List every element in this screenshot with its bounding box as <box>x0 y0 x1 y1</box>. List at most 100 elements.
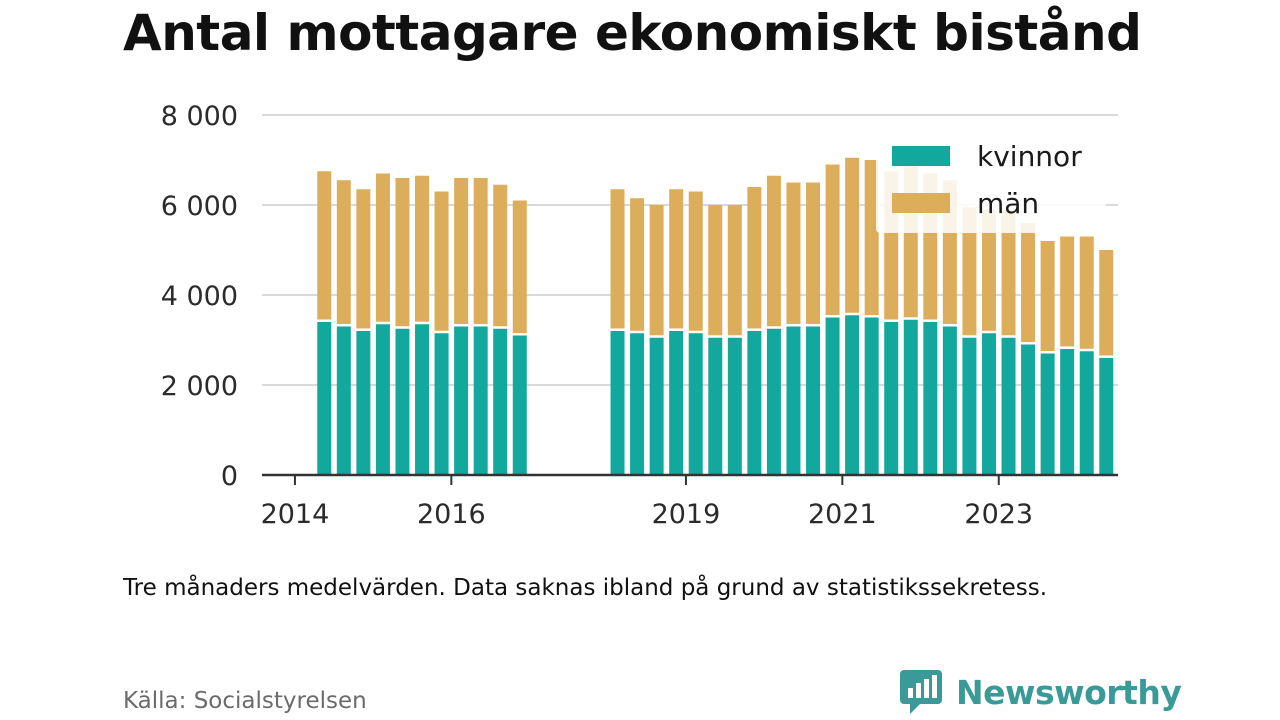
x-tick-label: 2016 <box>417 499 486 530</box>
bar-kvinnor <box>1001 337 1016 475</box>
bar-kvinnor <box>962 337 977 475</box>
bar-kvinnor <box>942 326 957 475</box>
bar-man <box>727 205 742 336</box>
axes: 0 2 000 4 000 6 000 8 000 2014 2016 2019 2021 202… <box>161 101 1118 530</box>
bar-group <box>1021 223 1036 475</box>
bar-man <box>336 180 351 324</box>
bar-kvinnor <box>766 328 781 475</box>
bar-group <box>747 187 762 475</box>
bar-group <box>473 178 488 475</box>
bar-man <box>512 200 527 333</box>
bar-group <box>1040 241 1055 475</box>
bar-man <box>454 178 469 324</box>
bar-man <box>610 189 625 329</box>
bar-kvinnor <box>884 322 899 475</box>
bar-kvinnor <box>981 333 996 475</box>
bar-group <box>786 182 801 475</box>
bar-kvinnor <box>473 326 488 475</box>
bar-man <box>845 157 860 313</box>
bar-group <box>825 164 840 475</box>
bar-man <box>356 189 371 329</box>
bar-kvinnor <box>512 335 527 475</box>
bar-man <box>688 191 703 331</box>
bar-man <box>786 182 801 324</box>
y-tick-label: 4 000 <box>161 281 238 312</box>
bar-man <box>669 189 684 329</box>
y-tick-label: 8 000 <box>161 101 238 132</box>
bar-kvinnor <box>415 324 430 475</box>
bar-group <box>375 173 390 475</box>
legend-swatch-man <box>892 193 950 213</box>
bar-kvinnor <box>317 322 332 475</box>
x-tick-label: 2021 <box>808 499 877 530</box>
y-tick-label: 6 000 <box>161 191 238 222</box>
bar-man <box>649 205 664 336</box>
legend-label-man: män <box>977 187 1039 220</box>
bar-group <box>962 207 977 475</box>
bar-kvinnor <box>1099 358 1114 475</box>
bar-man <box>825 164 840 315</box>
bar-group <box>688 191 703 475</box>
source-label: Källa: Socialstyrelsen <box>123 688 367 714</box>
bar-kvinnor <box>395 328 410 475</box>
bar-group <box>669 189 684 475</box>
bar-kvinnor <box>747 331 762 475</box>
bar-man <box>962 207 977 336</box>
bar-man <box>708 205 723 336</box>
bar-group <box>649 205 664 475</box>
bar-group <box>981 209 996 475</box>
bar-group <box>766 175 781 475</box>
bar-man <box>1021 223 1036 342</box>
stacked-bar-chart: 0 2 000 4 000 6 000 8 000 2014 2016 2019 2021 202… <box>161 101 1118 530</box>
bar-man <box>981 209 996 331</box>
x-tick-label: 2023 <box>964 499 1033 530</box>
bar-kvinnor <box>903 319 918 475</box>
bar-group <box>1001 209 1016 475</box>
bar-man <box>1099 250 1114 356</box>
bar-kvinnor <box>864 317 879 475</box>
bar-group <box>630 198 645 475</box>
bar-group <box>434 191 449 475</box>
bar-kvinnor <box>825 317 840 475</box>
y-tick-label: 0 <box>221 461 238 492</box>
bar-group <box>395 178 410 475</box>
brand-name: Newsworthy <box>956 672 1182 712</box>
bar-group <box>610 189 625 475</box>
bar-group <box>356 189 371 475</box>
bar-kvinnor <box>923 322 938 475</box>
bar-kvinnor <box>688 333 703 475</box>
bar-group <box>1099 250 1114 475</box>
bar-man <box>473 178 488 324</box>
bar-kvinnor <box>727 337 742 475</box>
bar-kvinnor <box>375 324 390 475</box>
x-tick-label: 2014 <box>261 499 330 530</box>
legend-swatch-kvinnor <box>892 146 950 166</box>
bar-kvinnor <box>630 333 645 475</box>
chart-note: Tre månaders medelvärden. Data saknas ib… <box>123 575 1048 601</box>
bar-kvinnor <box>786 326 801 475</box>
bar-man <box>395 178 410 327</box>
bar-kvinnor <box>610 331 625 475</box>
brand-logo[interactable]: Newsworthy <box>900 668 1182 716</box>
bar-man <box>1079 236 1094 349</box>
bar-group <box>727 205 742 475</box>
bar-man <box>1040 241 1055 351</box>
bar-kvinnor <box>1060 349 1075 475</box>
bar-man <box>434 191 449 331</box>
bar-man <box>766 175 781 327</box>
bar-kvinnor <box>1079 351 1094 475</box>
newsworthy-logo-icon <box>900 670 942 714</box>
bar-man <box>375 173 390 322</box>
bar-group <box>512 200 527 475</box>
y-tick-label: 2 000 <box>161 371 238 402</box>
bar-kvinnor <box>454 326 469 475</box>
bar-man <box>1001 209 1016 336</box>
bar-man <box>317 171 332 320</box>
bar-group <box>806 182 821 475</box>
bar-group <box>415 175 430 475</box>
bar-group <box>454 178 469 475</box>
bar-group <box>493 184 508 475</box>
bar-group <box>845 157 860 475</box>
bar-kvinnor <box>356 331 371 475</box>
bar-group <box>708 205 723 475</box>
